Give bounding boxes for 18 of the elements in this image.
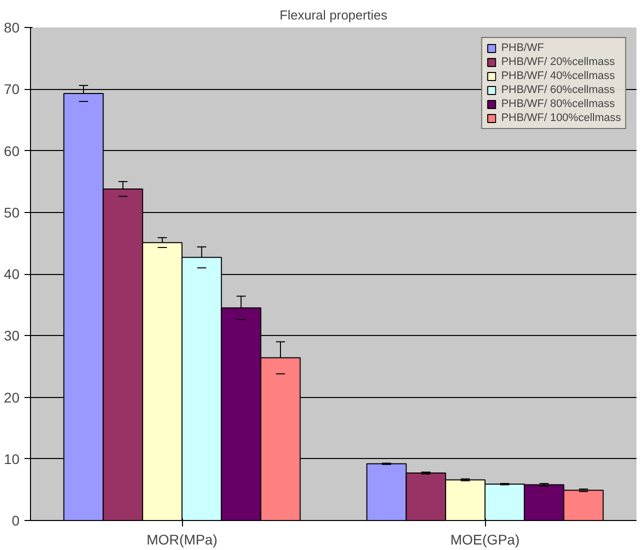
legend-label: PHB/WF/ 20%cellmass [501,56,615,68]
y-tick-label: 80 [4,20,20,36]
y-tick-label: 70 [4,81,20,98]
legend-label: PHB/WF/ 80%cellmass [501,98,615,110]
y-tick-label: 10 [4,450,20,467]
x-tick-label: MOR(MPa) [146,532,218,548]
y-tick-label: 30 [4,328,20,344]
x-tick-label: MOE(GPa) [450,532,520,548]
legend-label: PHB/WF/ 60%cellmass [501,84,615,96]
y-tick-label: 40 [4,266,20,282]
legend-label: PHB/WF/ 100%cellmass [501,112,621,124]
legend-label: PHB/WF/ 40%cellmass [501,70,615,82]
y-tick-label: 0 [12,512,20,528]
legend-label: PHB/WF [501,42,544,54]
chart-title: Flexural properties [280,8,388,22]
y-tick-label: 20 [4,389,20,406]
y-tick-label: 60 [4,142,20,159]
y-tick-label: 50 [4,204,20,220]
